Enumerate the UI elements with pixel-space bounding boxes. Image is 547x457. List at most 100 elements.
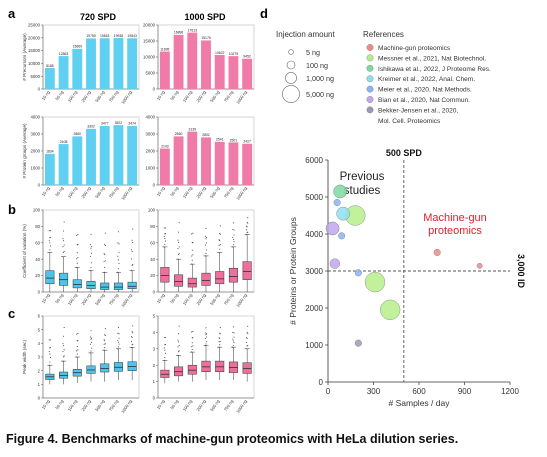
cv-1000-outlier [164, 243, 166, 246]
peak-1000-outlier [219, 344, 221, 346]
peak-720-outlier [90, 330, 92, 332]
cv-720-outlier [48, 240, 50, 242]
proteins-720-data-label: 3302 [87, 125, 95, 129]
peak-1000-outlier [219, 332, 221, 334]
peak-1000-outlier [191, 348, 193, 351]
peak-720-outlier [49, 347, 51, 349]
precursors-720-ytick-label: 0 [38, 87, 41, 92]
cv-1000-outlier [191, 259, 193, 261]
proteins-1000-bar [187, 131, 198, 185]
cv-720-outlier [76, 252, 78, 254]
cv-1000-outlier [245, 225, 248, 227]
size-legend-circle [288, 49, 294, 55]
reference-legend-swatch [366, 96, 374, 103]
scatter-ytick-label: 1000 [305, 341, 323, 350]
cv-1000-ytick-label: 60 [150, 240, 155, 245]
cv-1000-xtick-label: 100 ng [182, 292, 194, 306]
cv-720-xtick-label: 750 ng [108, 292, 120, 306]
peak-1000-outlier [191, 337, 193, 339]
cv-720-outlier [63, 240, 65, 242]
precursors-1000-bar [187, 32, 198, 89]
precursors-720-bar [127, 38, 138, 89]
cv-1000-outlier [178, 246, 180, 248]
peak-1000-ytick-label: 4 [153, 330, 156, 335]
precursors-720-ytick-label: 15000 [28, 48, 41, 53]
cv-1000-box [201, 272, 211, 286]
proteins-1000-data-label: 2860 [175, 132, 183, 136]
precursors-1000-ytick-label: 20000 [143, 23, 156, 28]
scatter-point [329, 258, 340, 269]
cv-720-ytick-label: 0 [38, 290, 41, 295]
cv-720-outlier [104, 266, 106, 268]
peak-720-outlier [91, 341, 93, 343]
peak-1000-outlier [192, 345, 194, 347]
cv-1000-outlier [247, 222, 249, 224]
peak-720-outlier [104, 328, 106, 330]
peak-720-outlier [76, 353, 78, 355]
cv-1000-outlier [191, 249, 193, 251]
cv-720-outlier [104, 260, 106, 262]
peak-720-xtick-label: 500 ng [94, 398, 106, 412]
peak-1000-xtick-label: 750 ng [223, 398, 235, 412]
cv-720-outlier [132, 228, 134, 230]
proteins-720-xtick-label: 1000 ng [120, 185, 133, 201]
cv-720-outlier [103, 253, 105, 255]
reference-legend-swatch [366, 75, 374, 83]
cv-720-outlier [91, 262, 93, 264]
scatter-ytick-label: 3000 [305, 267, 323, 276]
peak-1000-xtick-label: 100 ng [182, 398, 194, 412]
proteins-1000-ytick-label: 4000 [145, 115, 155, 120]
annotation-previous-studies-line1: Previous [340, 171, 385, 183]
cv-720-outlier [89, 244, 91, 246]
cv-1000-box [187, 277, 197, 288]
peak-1000-outlier [232, 331, 234, 334]
peak-720-outlier [49, 353, 51, 355]
reference-legend-entry: Ishikawa et al., 2022, J Proteome Res. [378, 66, 491, 73]
cv-1000-outlier [191, 255, 193, 257]
peak-1000-outlier [191, 342, 193, 344]
cv-1000-ytick-label: 20 [150, 273, 155, 278]
precursors-1000-data-label: 17613 [188, 28, 198, 32]
proteins-720-data-label: 2860 [74, 132, 82, 136]
cv-720-xtick-label: 500 ng [94, 292, 106, 306]
reference-legend-swatch [366, 54, 374, 62]
peak-1000-outlier [177, 346, 179, 348]
scatter-xtick-label: 300 [367, 387, 381, 396]
cv-1000-box [174, 274, 184, 287]
scatter-xtick-label: 0 [326, 387, 331, 396]
precursors-720-data-label: 19755 [86, 34, 96, 38]
scatter-ylabel: # Proteins or Protein Groups [288, 217, 298, 325]
scatter-point [336, 206, 350, 221]
precursors-720-bar [86, 38, 96, 89]
peak-720-outlier [76, 350, 78, 352]
peak-720-outlier [104, 346, 106, 349]
precursors-1000-ytick-label: 0 [153, 87, 156, 92]
peak-1000-outlier [164, 352, 167, 354]
precursors-1000-bar [159, 51, 170, 89]
scatter-point [354, 339, 362, 347]
proteins-720-ylabel: # Protein groups (Average) [22, 123, 27, 179]
proteins-720-xtick-label: 750 ng [108, 185, 120, 199]
precursors-720-bar [72, 48, 83, 89]
proteins-1000-ytick-label: 3000 [145, 132, 155, 137]
peak-1000-outlier [178, 333, 180, 335]
proteins-1000-xtick-label: 1000 ng [235, 185, 248, 201]
cv-1000-outlier [191, 241, 193, 244]
precursors-720-xtick-label: 50 ng [54, 89, 64, 101]
cv-1000-outlier [218, 244, 220, 246]
peak-1000-xtick-label: 1000 ng [235, 398, 248, 414]
size-legend-circle [282, 85, 300, 103]
reference-legend-entry: Machine-gun proteomics [378, 45, 451, 52]
reference-legend-entry: Meier et al., 2020, Nat Methods. [378, 87, 472, 94]
peak-720-outlier [76, 333, 78, 335]
cv-1000-outlier [219, 248, 221, 250]
proteins-720-xtick-label: 200 ng [80, 185, 92, 199]
precursors-1000-data-label: 16896 [174, 31, 184, 35]
reference-legend-entry: Bian et al., 2020, Nat Commun. [378, 97, 470, 104]
size-legend-title: Injection amount [276, 30, 335, 39]
peak-720-outlier [48, 350, 50, 353]
proteins-720-xtick-label: 100 ng [67, 185, 79, 199]
cv-720-outlier [132, 264, 134, 266]
